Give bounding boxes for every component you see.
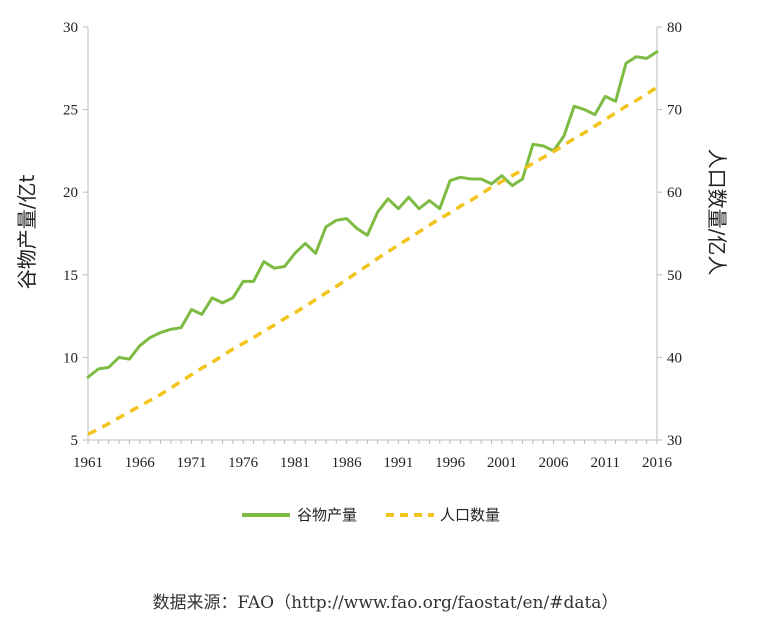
y-left-tick-label: 15 <box>63 268 78 284</box>
x-tick-label: 1991 <box>383 455 413 471</box>
data-source-note: 数据来源：FAO（http://www.fao.org/faostat/en/#… <box>152 593 619 613</box>
x-tick-label: 2011 <box>591 455 620 471</box>
x-tick-label: 1961 <box>73 455 103 471</box>
legend-label-cereal: 谷物产量 <box>297 506 357 524</box>
y-axis-right-title: 人口数量/亿人 <box>705 149 729 276</box>
y-right-tick-label: 30 <box>667 433 682 449</box>
x-tick-label: 2001 <box>487 455 517 471</box>
x-tick-label: 1966 <box>125 455 156 471</box>
legend: 谷物产量 人口数量 <box>242 506 500 524</box>
y-left-tick-label: 10 <box>63 350 78 366</box>
dual-axis-line-chart: 5 10 15 20 25 30 30 40 50 60 70 80 1961 1966 1971 1976 1… <box>15 20 729 524</box>
x-tick-label: 2006 <box>539 455 570 471</box>
y-right-tick-label: 50 <box>667 268 682 284</box>
y-left-tick-label: 20 <box>63 185 78 201</box>
x-tick-label: 1976 <box>228 455 259 471</box>
y-left-tick-label: 5 <box>71 433 79 449</box>
tick-labels: 5 10 15 20 25 30 30 40 50 60 70 80 1961 1966 1971 1976 1… <box>63 20 682 471</box>
axes <box>83 26 662 444</box>
x-tick-label: 1971 <box>176 455 206 471</box>
y-left-tick-label: 25 <box>63 103 78 119</box>
y-right-tick-label: 60 <box>667 185 682 201</box>
series-line-cereal-production <box>86 50 659 379</box>
series-lines <box>86 50 659 436</box>
y-axis-left-title: 谷物产量/亿t <box>15 175 39 290</box>
x-tick-label: 2016 <box>642 455 673 471</box>
y-right-tick-label: 40 <box>667 350 682 366</box>
y-right-tick-label: 80 <box>667 20 682 36</box>
legend-label-population: 人口数量 <box>440 506 500 524</box>
y-right-tick-label: 70 <box>667 103 682 119</box>
x-tick-label: 1986 <box>332 455 363 471</box>
y-left-tick-label: 30 <box>63 20 78 36</box>
series-line-population <box>87 85 658 436</box>
x-tick-label: 1981 <box>280 455 310 471</box>
x-tick-label: 1996 <box>435 455 466 471</box>
